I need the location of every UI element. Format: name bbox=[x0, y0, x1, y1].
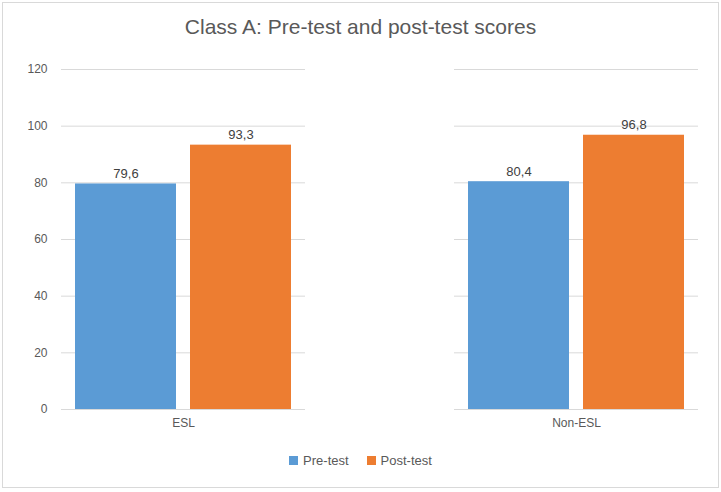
svg-text:80: 80 bbox=[34, 176, 48, 190]
svg-text:79,6: 79,6 bbox=[113, 166, 138, 181]
svg-text:ESL: ESL bbox=[172, 416, 195, 430]
svg-text:20: 20 bbox=[34, 346, 48, 360]
svg-text:0: 0 bbox=[41, 402, 48, 416]
svg-text:96,8: 96,8 bbox=[621, 117, 646, 132]
svg-text:40: 40 bbox=[34, 289, 48, 303]
svg-text:80,4: 80,4 bbox=[506, 164, 531, 179]
html-text:Pre-test: Pre-test bbox=[303, 453, 349, 468]
svg-text:93,3: 93,3 bbox=[228, 127, 253, 142]
svg-text:120: 120 bbox=[27, 62, 47, 76]
svg-text:Non-ESL: Non-ESL bbox=[552, 416, 601, 430]
html-text:Post-test: Post-test bbox=[380, 453, 432, 468]
svg-text:60: 60 bbox=[34, 232, 48, 246]
svg-text:100: 100 bbox=[27, 119, 47, 133]
html-text:Class A: Pre-test and post-tes: Class A: Pre-test and post-test scores bbox=[184, 15, 537, 38]
